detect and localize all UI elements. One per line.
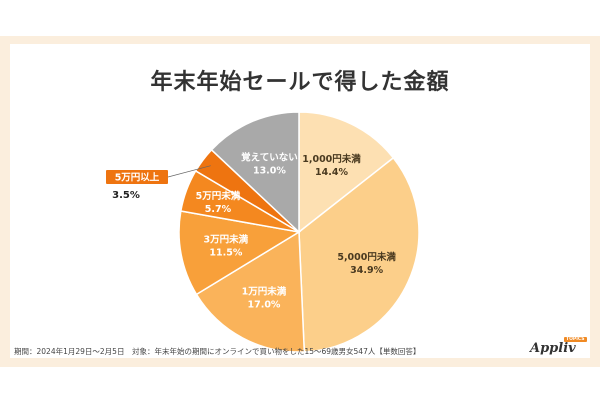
topics-badge: TOPICS [564, 337, 587, 342]
applivtopics-logo: Appliv [530, 341, 576, 356]
slice-label: 5万円未満 [196, 190, 241, 202]
slice-value-label: 3.5% [112, 190, 140, 201]
pie-slice [195, 230, 306, 353]
chart-title: 年末年始セールで得した金額 [150, 70, 450, 95]
survey-footnote: 期間：2024年1月29日～2月5日 対象：年末年始の期間にオンラインで買い物を… [14, 347, 421, 356]
slice-value-label: 13.0% [253, 166, 286, 177]
slice-value-label: 5.7% [205, 204, 232, 215]
chart-card: 年末年始セールで得した金額 1,000円未満 14.4% 5,000円未満 34.9%… [10, 44, 590, 358]
slice-value-label: 11.5% [209, 248, 242, 259]
pie-slice [298, 111, 395, 234]
slice-value-label: 14.4% [315, 167, 348, 178]
slice-label: 5,000円未満 [337, 251, 396, 263]
chart-frame: 年末年始セールで得した金額 1,000円未満 14.4% 5,000円未満 34.9%… [0, 36, 600, 367]
callout-box [106, 170, 168, 184]
pie-slice [210, 111, 300, 234]
pie-slice [298, 156, 420, 353]
pie-slice [178, 210, 302, 296]
slice-label: 1,000円未満 [302, 153, 361, 165]
pie-chart: 1,000円未満 14.4% 5,000円未満 34.9% 1万円未満 17.0% 3万円未… [106, 111, 420, 353]
slice-value-label: 17.0% [247, 300, 280, 311]
slice-label: 3万円未満 [204, 234, 249, 246]
slice-label: 覚えていない [240, 152, 298, 164]
slice-value-label: 34.9% [350, 265, 383, 276]
callout-leader-line [167, 165, 211, 178]
slice-label: 5万円以上 [115, 172, 160, 184]
slice-label: 1万円未満 [242, 286, 287, 298]
